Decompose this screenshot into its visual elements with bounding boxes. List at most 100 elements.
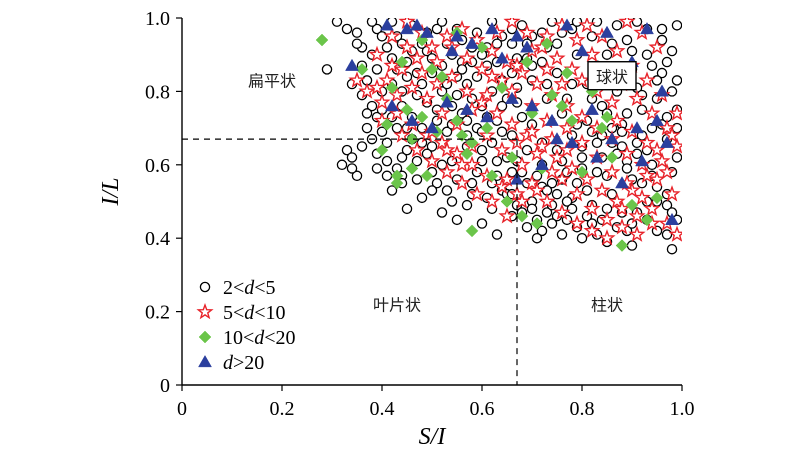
- data-point-star-open: [628, 225, 646, 242]
- data-point-triangle: [495, 51, 509, 64]
- data-point-star-open: [478, 126, 496, 143]
- data-point-triangle: [425, 121, 439, 134]
- data-point-triangle: [575, 44, 589, 57]
- data-point-star-open: [458, 82, 476, 99]
- data-point-circle-open: [381, 137, 393, 149]
- data-point-triangle: [590, 150, 604, 163]
- data-point-circle-open: [441, 185, 453, 196]
- data-point-circle-open: [651, 75, 663, 86]
- data-point-circle-open: [666, 45, 678, 57]
- data-point-triangle: [410, 18, 424, 31]
- data-point-circle-open: [331, 18, 343, 27]
- data-point-star-open: [618, 18, 636, 29]
- data-point-triangle: [450, 29, 464, 42]
- data-point-circle-open: [476, 218, 488, 229]
- data-point-diamond: [465, 224, 479, 238]
- data-point-star-open: [518, 23, 536, 40]
- data-point-star-open: [613, 218, 631, 235]
- data-point-star-open: [383, 27, 401, 44]
- y-tick-label: 1.0: [145, 8, 170, 30]
- data-point-star-open: [573, 133, 591, 151]
- data-point-star-open: [568, 30, 586, 48]
- data-point-circle-open: [576, 152, 588, 163]
- data-point-triangle: [405, 113, 419, 126]
- data-point-star-open: [648, 170, 666, 187]
- data-point-triangle: [345, 58, 359, 71]
- data-point-circle-open: [366, 100, 378, 112]
- data-point-diamond: [615, 239, 629, 252]
- data-point-triangle: [440, 95, 454, 108]
- data-point-star-open: [468, 185, 486, 202]
- data-point-circle-open: [576, 232, 588, 244]
- data-point-star-open: [393, 126, 411, 143]
- data-point-star-open: [613, 199, 631, 217]
- data-point-diamond: [415, 110, 429, 124]
- data-point-star-open: [668, 104, 682, 121]
- data-point-star-open: [453, 155, 471, 173]
- data-point-circle-open: [566, 203, 578, 215]
- data-point-triangle: [460, 102, 474, 115]
- data-point-circle-open: [566, 78, 578, 90]
- data-point-diamond: [460, 147, 474, 161]
- data-point-circle-open: [671, 152, 682, 163]
- data-point-circle-open: [641, 49, 653, 60]
- data-point-circle-open: [396, 152, 408, 163]
- threshold-lines: [182, 138, 518, 385]
- data-point-triangle: [520, 40, 534, 53]
- data-point-triangle: [665, 212, 679, 225]
- data-point-triangle: [635, 154, 649, 167]
- data-point-diamond: [400, 103, 414, 117]
- data-point-circle-open: [516, 111, 528, 123]
- data-point-star-open: [648, 38, 666, 55]
- data-point-circle-open: [531, 232, 543, 244]
- data-point-circle-open: [436, 207, 448, 218]
- data-point-triangle: [465, 36, 479, 49]
- data-point-diamond: [395, 55, 409, 69]
- data-point-circle-open: [636, 104, 648, 116]
- data-point-star-open: [553, 170, 571, 187]
- data-point-star-open: [608, 41, 626, 59]
- data-point-star-open: [633, 188, 651, 206]
- data-point-star-open: [548, 148, 566, 165]
- data-point-star-open: [568, 214, 586, 231]
- data-point-star-open: [443, 67, 461, 85]
- data-point-circle-open: [446, 196, 458, 207]
- data-point-circle-open: [556, 229, 568, 240]
- data-point-diamond: [515, 209, 529, 223]
- data-point-diamond: [380, 118, 394, 131]
- data-point-diamond: [480, 121, 494, 135]
- data-point-circle-open: [521, 221, 533, 233]
- data-point-circle-open: [656, 23, 668, 35]
- data-point-triangle: [505, 91, 519, 104]
- data-point-star-open: [608, 111, 626, 129]
- data-point-circle-open: [626, 45, 638, 57]
- data-point-diamond: [565, 114, 579, 128]
- legend-label: 2<d<5: [223, 277, 276, 299]
- data-point-star-open: [533, 137, 551, 154]
- data-point-star-open: [583, 221, 601, 239]
- data-point-circle-open: [381, 155, 393, 167]
- data-point-circle-open: [341, 144, 353, 156]
- data-point-star-open: [598, 210, 616, 228]
- x-tick-label: 0.4: [370, 398, 395, 420]
- data-point-circle-open: [401, 144, 413, 156]
- data-point-circle-open: [491, 229, 503, 240]
- data-point-circle-open: [551, 67, 563, 79]
- x-tick-label: 0: [177, 398, 187, 420]
- data-point-circle-open: [646, 159, 658, 171]
- data-point-circle-open: [561, 196, 573, 207]
- data-point-star-open: [433, 133, 451, 151]
- data-point-circle-open: [371, 64, 383, 75]
- data-point-star-open: [483, 67, 501, 85]
- data-point-triangle: [400, 22, 414, 35]
- data-point-circle-open: [621, 163, 633, 174]
- data-point-star-open: [358, 82, 376, 99]
- data-point-diamond: [650, 191, 664, 205]
- data-point-circle-open: [376, 126, 388, 138]
- legend-label: 10<d<20: [223, 327, 296, 349]
- data-point-star-open: [458, 49, 476, 66]
- data-point-diamond: [575, 165, 589, 179]
- data-point-star-open: [643, 104, 661, 121]
- series-triangle-group: [345, 18, 679, 225]
- data-point-star-open: [553, 203, 571, 220]
